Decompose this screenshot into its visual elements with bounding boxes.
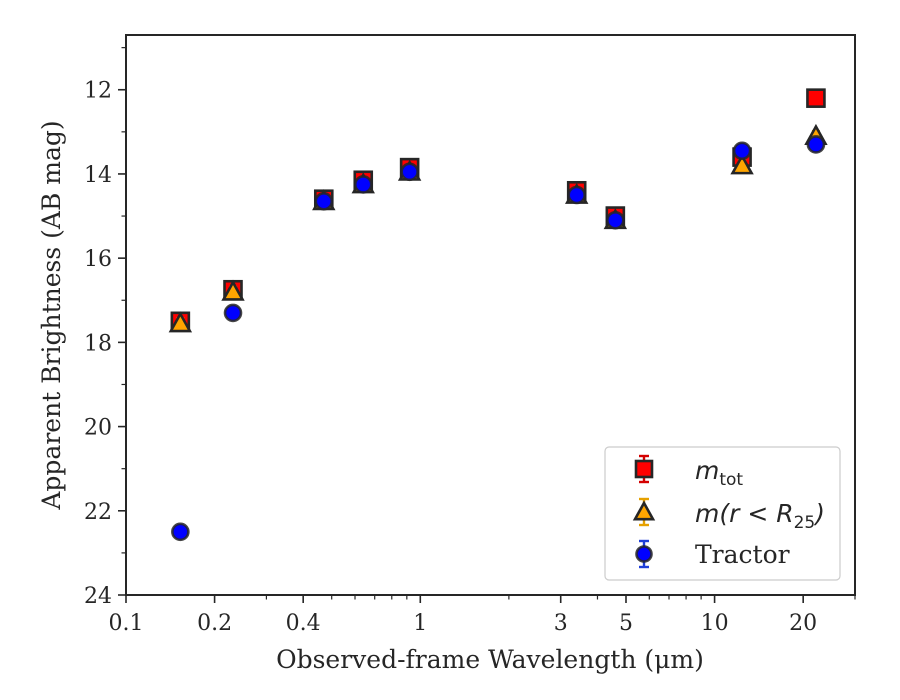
x-tick-label: 0.1 [109, 611, 144, 636]
plot-frame [125, 34, 856, 596]
x-axis-ticks: 0.1 0.2 0.4 1 3 5 10 20 [109, 595, 856, 636]
y-tick-label: 14 [84, 163, 112, 188]
mr25-point [168, 311, 193, 333]
legend-mtot-marker [634, 454, 654, 484]
legend-entry-mr25: m(r < R25) [695, 499, 825, 533]
legend-markers [632, 454, 656, 569]
tractor-point [400, 162, 419, 182]
tractor-point [314, 192, 334, 211]
legend-entry-mtot: mtot [695, 456, 743, 490]
legend: mtot m(r < R25) Tractor [604, 446, 841, 581]
x-tick-label: 0.2 [197, 611, 232, 636]
y-tick-label: 22 [84, 500, 112, 525]
x-tick-label: 1 [413, 611, 427, 636]
legend-mtot-main: m [695, 456, 719, 485]
legend-mtot-sub: tot [719, 470, 743, 490]
tractor-point [353, 175, 373, 194]
y-tick-label: 18 [84, 331, 112, 356]
x-axis-title: Observed-frame Wavelength (μm) [276, 645, 704, 674]
tractor-point [606, 210, 625, 230]
tractor-point [732, 141, 752, 161]
x-tick-label: 20 [789, 611, 817, 636]
y-axis-ticks: 12 14 16 18 20 22 24 [84, 47, 126, 609]
legend-mr25-sub: 25 [794, 513, 816, 533]
legend-mr25-main: m(r < R [695, 499, 794, 528]
y-tick-label: 12 [84, 79, 112, 104]
legend-tractor-marker [635, 539, 653, 569]
legend-entry-tractor: Tractor [695, 540, 790, 569]
y-tick-label: 16 [84, 247, 112, 272]
x-tick-label: 0.4 [286, 611, 321, 636]
y-axis-title: Apparent Brightness (AB mag) [37, 120, 66, 510]
tractor-point [806, 135, 826, 154]
data-points [168, 88, 828, 542]
legend-mr25-marker [632, 497, 656, 527]
mtot-point [806, 88, 826, 108]
legend-mr25-close: ) [813, 499, 825, 528]
x-tick-label: 5 [619, 611, 633, 636]
y-tick-label: 24 [84, 584, 112, 609]
tractor-point [223, 303, 243, 323]
tractor-point [567, 185, 587, 205]
x-tick-label: 3 [554, 611, 568, 636]
mr25-point [730, 153, 754, 175]
legend-box [604, 446, 841, 581]
y-tick-label: 20 [84, 416, 112, 441]
tractor-point [171, 522, 190, 542]
x-tick-label: 10 [701, 611, 729, 636]
mr25-point [221, 279, 245, 301]
